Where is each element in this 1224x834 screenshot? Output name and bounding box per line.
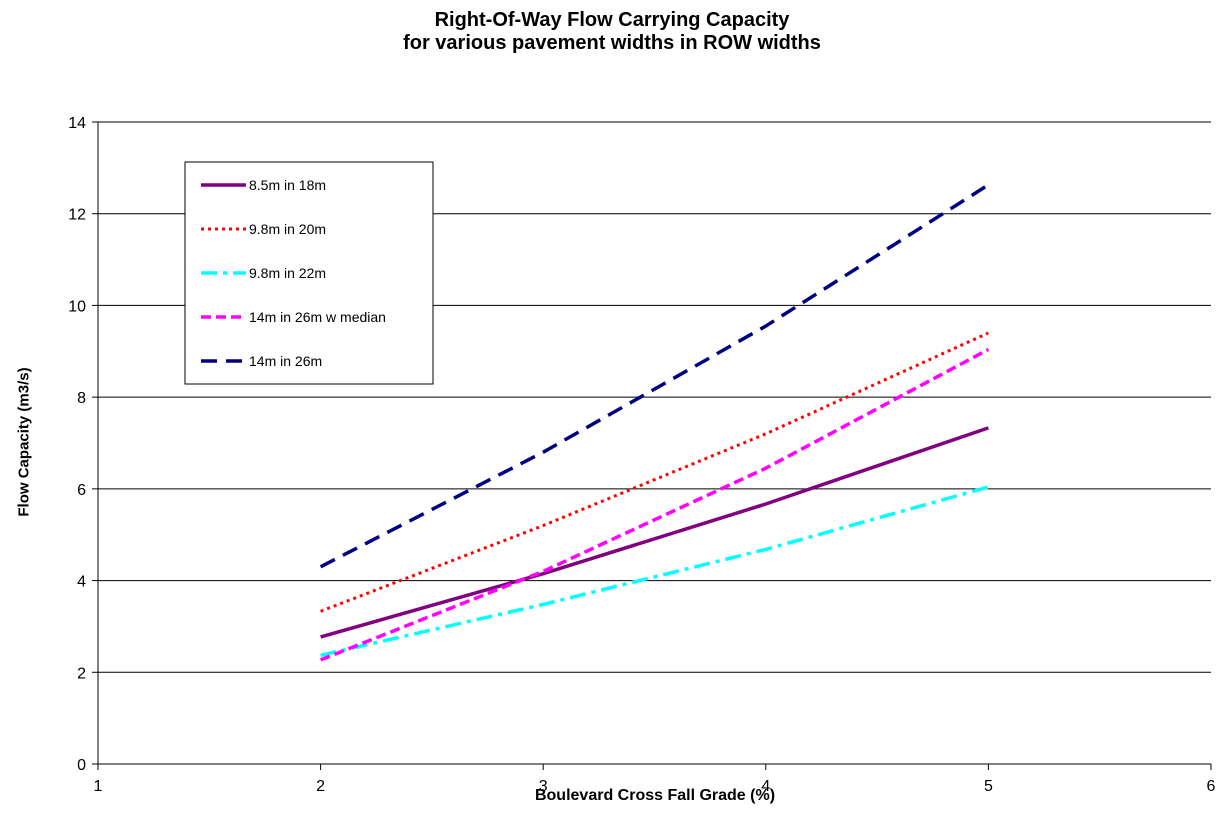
y-tick-label: 12 bbox=[68, 207, 86, 224]
legend-label-1: 8.5m in 18m bbox=[249, 177, 326, 193]
x-tick-label: 4 bbox=[761, 778, 770, 795]
chart-subtitle: for various pavement widths in ROW width… bbox=[403, 32, 821, 54]
series-line-3 bbox=[320, 485, 989, 658]
x-axis-label: Boulevard Cross Fall Grade (%) bbox=[534, 787, 776, 804]
legend-label-4: 14m in 26m w median bbox=[249, 309, 386, 325]
series-line-5 bbox=[319, 183, 990, 569]
y-tick-label: 4 bbox=[77, 574, 86, 591]
chart-title: Right-Of-Way Flow Carrying Capacity bbox=[434, 9, 790, 31]
legend-label-3: 9.8m in 22m bbox=[249, 265, 326, 281]
y-tick-label: 8 bbox=[77, 390, 86, 407]
series-line-1 bbox=[320, 426, 989, 639]
x-tick-label: 3 bbox=[539, 778, 548, 795]
legend-label-2: 9.8m in 20m bbox=[249, 221, 326, 237]
x-tick-label: 6 bbox=[1207, 778, 1216, 795]
y-tick-label: 10 bbox=[68, 298, 86, 315]
series-line-4 bbox=[319, 347, 990, 662]
y-tick-label: 14 bbox=[68, 115, 86, 132]
y-tick-label: 6 bbox=[77, 482, 86, 499]
x-tick-label: 2 bbox=[316, 778, 325, 795]
y-tick-label: 2 bbox=[77, 665, 86, 682]
x-tick-label: 1 bbox=[94, 778, 103, 795]
x-tick-label: 5 bbox=[984, 778, 993, 795]
legend-label-5: 14m in 26m bbox=[249, 353, 322, 369]
y-tick-label: 0 bbox=[77, 757, 86, 774]
series-line-2 bbox=[320, 331, 990, 613]
